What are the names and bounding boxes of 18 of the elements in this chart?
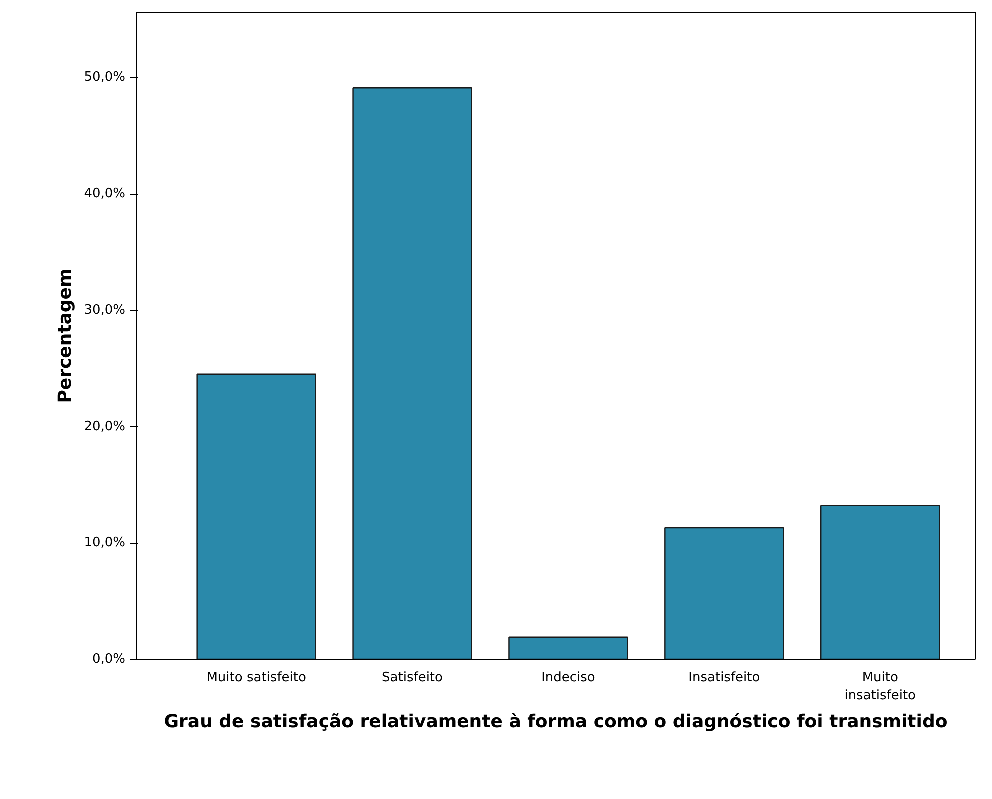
x-tick-label: Muito satisfeito (206, 670, 306, 686)
y-tick-label: 0,0% (92, 652, 126, 667)
bar (508, 636, 628, 660)
y-tick-label: 40,0% (84, 186, 126, 202)
bar (196, 374, 316, 660)
x-axis-title: Grau de satisfação relativamente à forma como o diagnóstico foi transmitido (164, 712, 948, 732)
y-tick-label: 20,0% (84, 419, 126, 434)
x-tick-label: Insatisfeito (688, 670, 760, 686)
x-tick-label: Indeciso (542, 670, 596, 686)
y-axis-title: Percentagem (55, 268, 76, 404)
x-tick-label: Satisfeito (382, 670, 444, 686)
bar (820, 505, 940, 660)
x-tick-label: Muito insatisfeito (844, 670, 916, 704)
bar (352, 88, 472, 660)
y-tick-label: 10,0% (84, 536, 126, 551)
y-tick-label: 50,0% (84, 70, 126, 86)
y-tick-label: 30,0% (84, 302, 126, 318)
bar (664, 527, 784, 660)
